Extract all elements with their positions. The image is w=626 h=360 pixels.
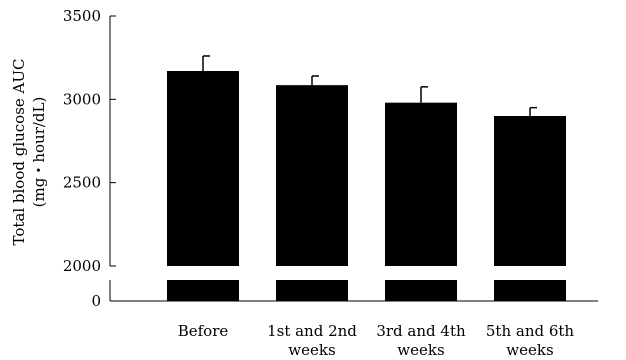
bar-lower	[167, 280, 239, 301]
x-tick-label: 3rd and 4th	[376, 322, 466, 340]
x-tick-label: Before	[178, 322, 229, 340]
y-tick-label: 3000	[63, 90, 101, 108]
bar-upper	[494, 116, 566, 266]
bars-group	[167, 71, 566, 301]
x-tick-label: 1st and 2nd	[267, 322, 357, 340]
axes-group	[109, 16, 598, 302]
y-tick-label: 2000	[63, 257, 101, 275]
y-ticks-group: 0 2000 2500 3000 3500	[63, 7, 116, 310]
error-bars-group	[202, 55, 537, 116]
x-tick-label: 5th and 6th	[486, 322, 575, 340]
y-axis-unit: (mg・hour/dL)	[30, 97, 48, 208]
bar-upper	[276, 85, 348, 267]
bar-upper	[167, 71, 239, 266]
x-tick-label: weeks	[288, 341, 335, 359]
x-tick-label: weeks	[397, 341, 444, 359]
y-tick-label: 2500	[63, 174, 101, 192]
bar-lower	[276, 280, 348, 301]
bar-lower	[385, 280, 457, 301]
y-tick-label: 3500	[63, 7, 101, 25]
y-axis-title: Total blood glucose AUC	[10, 58, 28, 245]
bar-upper	[385, 102, 457, 267]
x-tick-label: weeks	[506, 341, 553, 359]
bar-lower	[494, 280, 566, 301]
y-tick-label: 0	[91, 292, 101, 310]
